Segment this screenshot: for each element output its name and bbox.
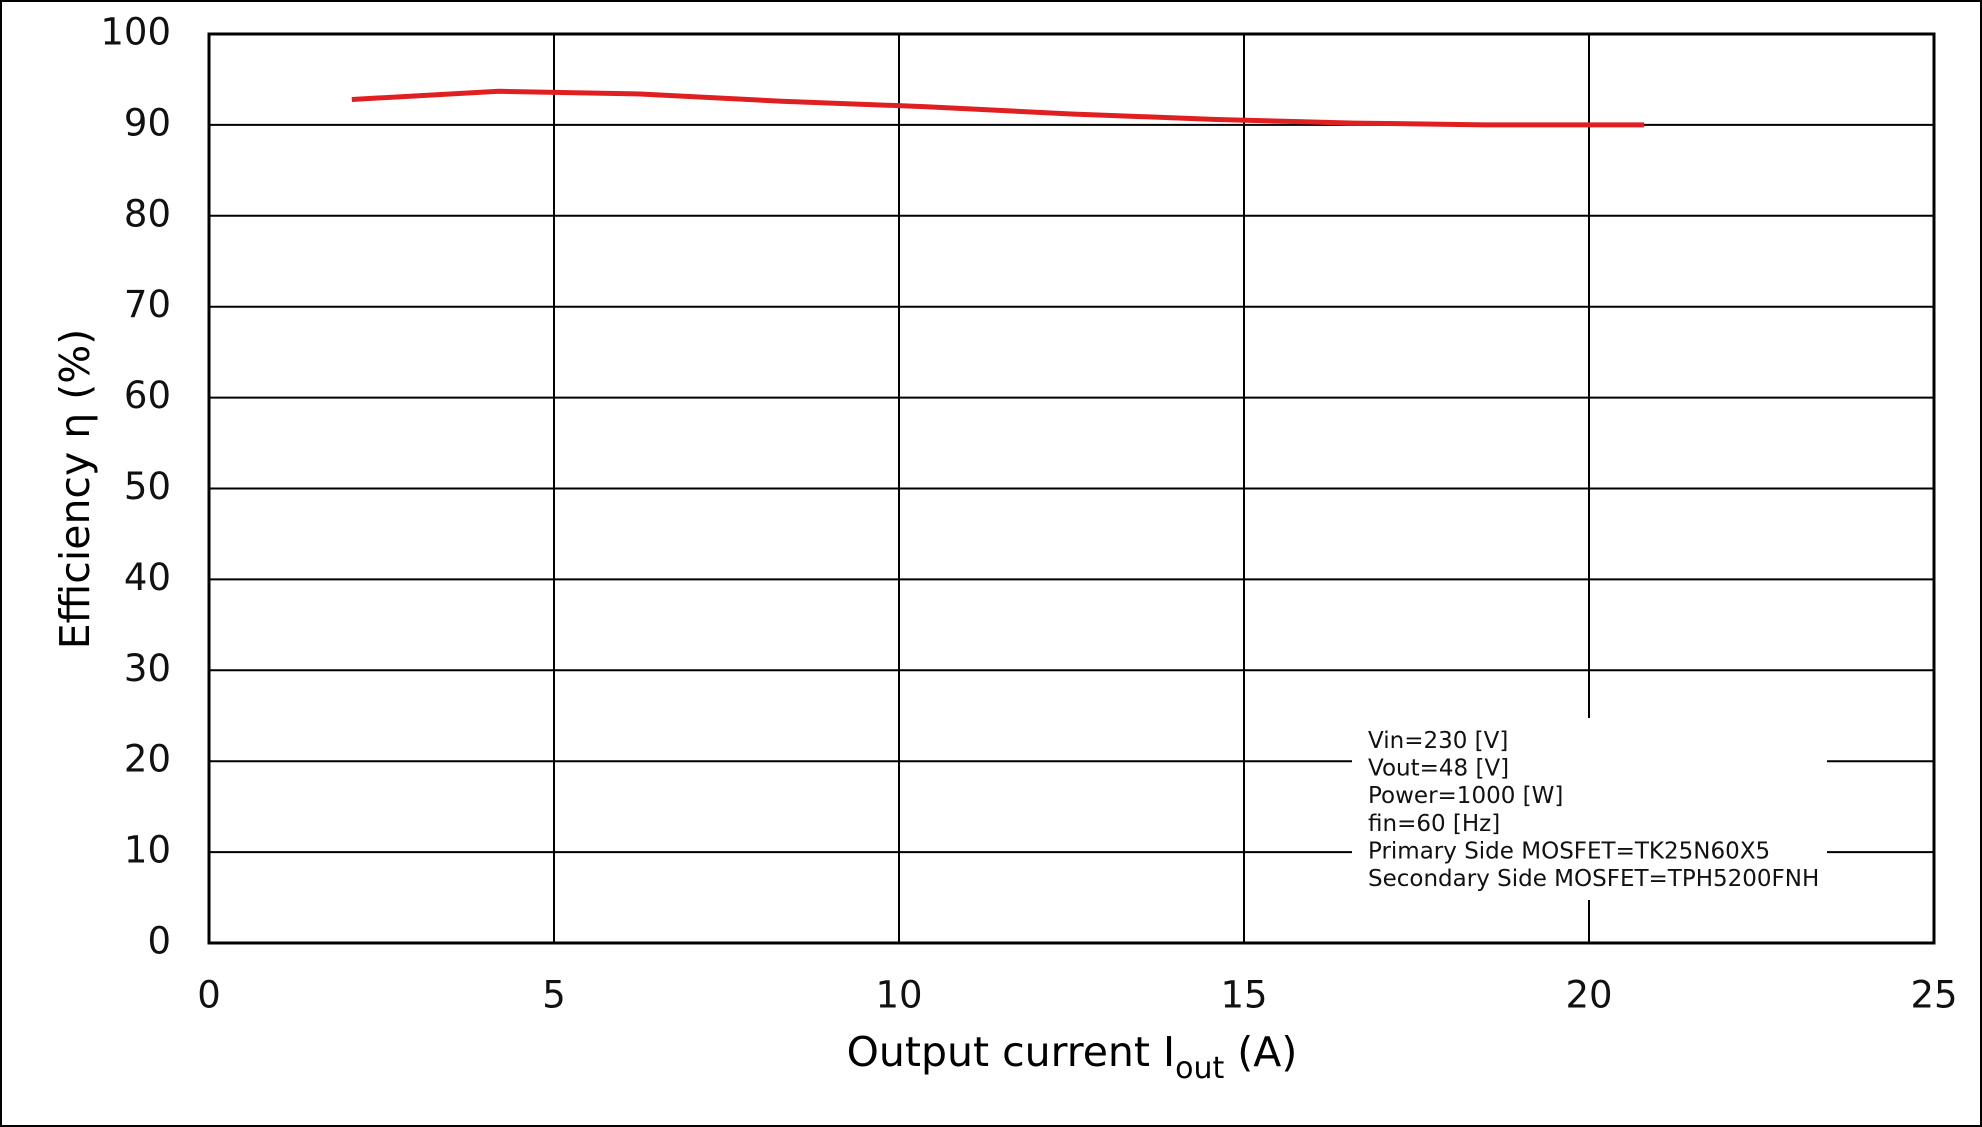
y-tick-label: 60 bbox=[124, 374, 171, 417]
y-axis-label: Efficiency η (%) bbox=[51, 329, 99, 650]
y-tick-label: 70 bbox=[124, 283, 171, 326]
x-label-suffix: (A) bbox=[1224, 1028, 1297, 1076]
annotation: Power=1000 [W] bbox=[1368, 783, 1563, 809]
x-axis-label: Output current Iout (A) bbox=[847, 1028, 1298, 1086]
y-tick-label: 90 bbox=[124, 101, 171, 144]
y-tick-label: 10 bbox=[124, 829, 171, 872]
x-tick-label: 10 bbox=[875, 974, 922, 1017]
annotation-box bbox=[1352, 718, 1827, 900]
data-line bbox=[351, 88, 1645, 128]
annotation: fin=60 [Hz] bbox=[1368, 811, 1500, 837]
y-tick-label: 40 bbox=[124, 556, 171, 599]
y-tick-label: 20 bbox=[124, 738, 171, 781]
annotation: Vin=230 [V] bbox=[1368, 728, 1508, 754]
y-tick-label: 50 bbox=[124, 465, 171, 508]
x-tick-label: 25 bbox=[1910, 974, 1957, 1017]
x-tick-label: 20 bbox=[1565, 974, 1612, 1017]
y-tick-label: 80 bbox=[124, 192, 171, 235]
x-label-text: Output current I bbox=[847, 1028, 1175, 1076]
x-tick-label: 5 bbox=[542, 974, 566, 1017]
x-tick-label: 0 bbox=[197, 974, 221, 1017]
plot-frame bbox=[207, 32, 1936, 945]
annotation: Primary Side MOSFET=TK25N60X5 bbox=[1368, 838, 1770, 864]
annotation: Secondary Side MOSFET=TPH5200FNH bbox=[1368, 866, 1819, 892]
y-tick-label: 30 bbox=[124, 647, 171, 690]
y-tick-label: 100 bbox=[100, 11, 171, 54]
y-tick-label: 0 bbox=[147, 920, 171, 963]
x-tick-label: 15 bbox=[1220, 974, 1267, 1017]
x-label-subscript: out bbox=[1175, 1051, 1224, 1086]
annotation: Vout=48 [V] bbox=[1368, 756, 1509, 782]
